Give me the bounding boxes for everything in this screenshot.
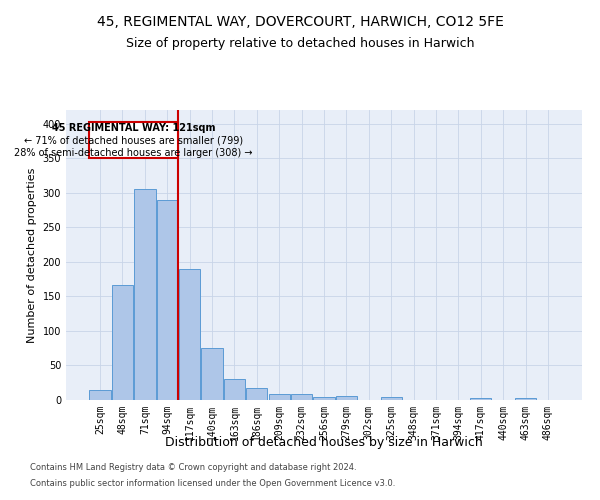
Bar [202,348,223,400]
Text: Distribution of detached houses by size in Harwich: Distribution of detached houses by size … [165,436,483,449]
Bar [246,388,268,400]
Bar [179,269,200,400]
Text: Contains public sector information licensed under the Open Government Licence v3: Contains public sector information licen… [30,478,395,488]
Bar [134,190,155,400]
FancyBboxPatch shape [89,122,178,158]
Text: Contains HM Land Registry data © Crown copyright and database right 2024.: Contains HM Land Registry data © Crown c… [30,464,356,472]
Bar [224,378,245,400]
Text: ← 71% of detached houses are smaller (799): ← 71% of detached houses are smaller (79… [24,136,243,145]
Bar [336,396,357,400]
Bar [470,398,491,400]
Text: 45 REGIMENTAL WAY: 121sqm: 45 REGIMENTAL WAY: 121sqm [52,123,215,133]
Bar [269,394,290,400]
Bar [515,398,536,400]
Bar [157,200,178,400]
Bar [380,396,402,400]
Bar [89,390,111,400]
Bar [291,394,312,400]
Text: 45, REGIMENTAL WAY, DOVERCOURT, HARWICH, CO12 5FE: 45, REGIMENTAL WAY, DOVERCOURT, HARWICH,… [97,15,503,29]
Text: 28% of semi-detached houses are larger (308) →: 28% of semi-detached houses are larger (… [14,148,253,158]
Bar [112,284,133,400]
Text: Size of property relative to detached houses in Harwich: Size of property relative to detached ho… [126,38,474,51]
Bar [313,396,335,400]
Y-axis label: Number of detached properties: Number of detached properties [27,168,37,342]
